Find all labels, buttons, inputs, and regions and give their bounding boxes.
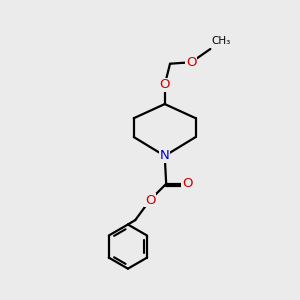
Text: O: O (186, 56, 196, 69)
Text: O: O (160, 78, 170, 92)
Text: N: N (160, 149, 169, 162)
Text: CH₃: CH₃ (212, 36, 231, 46)
Text: O: O (182, 177, 193, 190)
Text: O: O (145, 194, 155, 207)
